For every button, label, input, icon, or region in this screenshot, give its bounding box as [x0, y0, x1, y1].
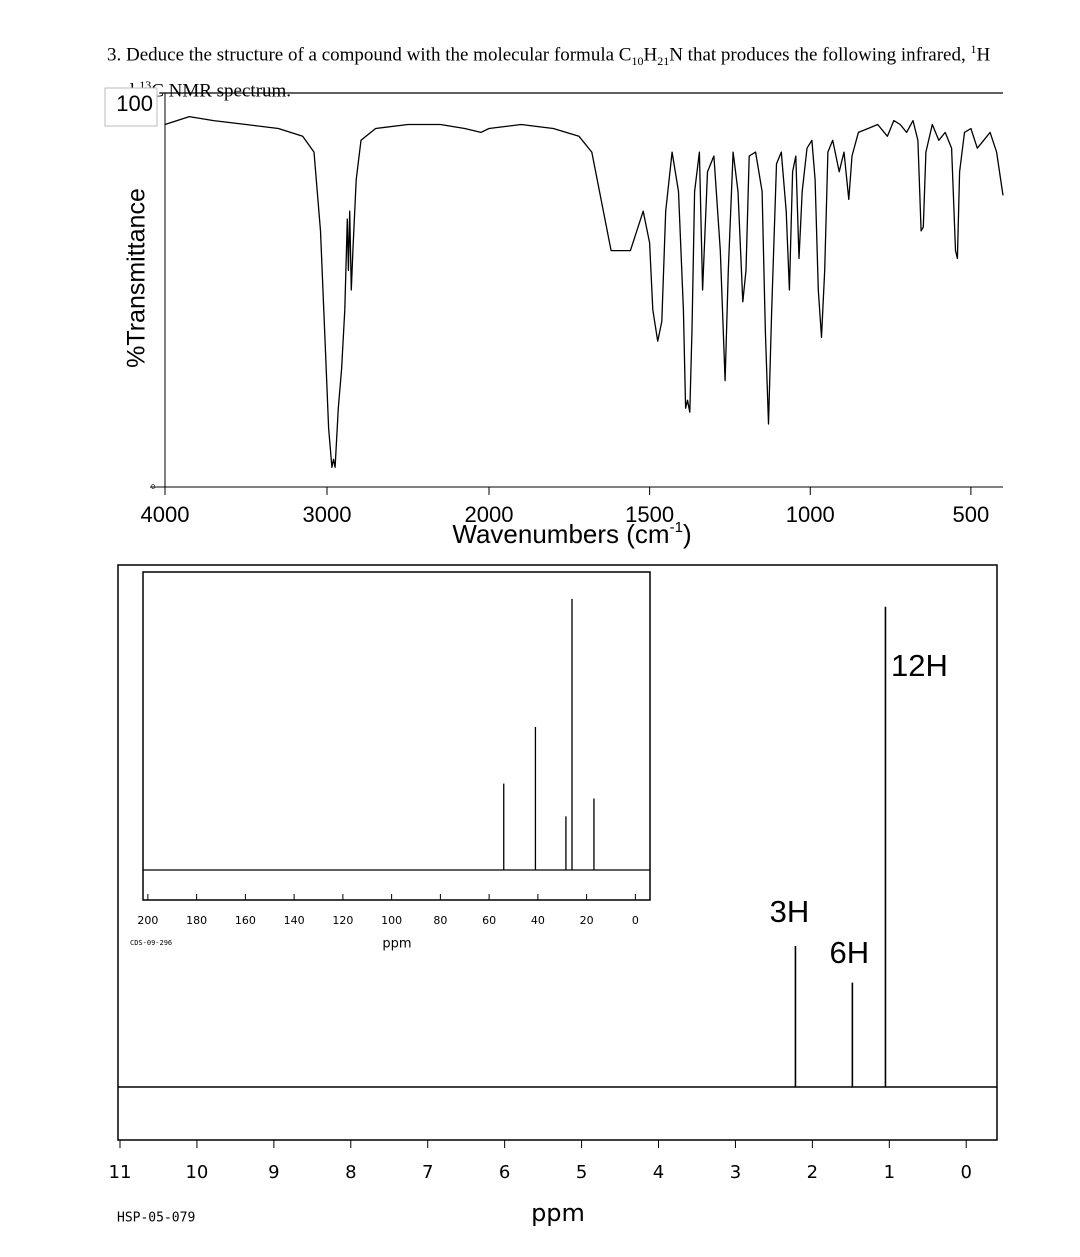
x-tick-label: 120 — [332, 914, 353, 927]
x-tick-label: 0 — [961, 1162, 972, 1183]
c-nmr-frame — [142, 571, 651, 901]
x-tick-label: 80 — [433, 914, 447, 927]
question-text: C NMR spectrum. — [151, 80, 292, 102]
ir-trace — [164, 115, 1004, 468]
h-nmr-frame — [117, 564, 998, 1141]
x-tick-label: 2 — [807, 1162, 818, 1183]
x-tick-label: 9 — [268, 1162, 279, 1183]
question: 3. Deduce the structure of a compound wi… — [107, 37, 1007, 103]
spectrum-code: HSP-05-079 — [117, 1211, 195, 1226]
y-axis-title: %Transmittance — [123, 188, 151, 368]
x-tick-label: 3000 — [303, 502, 352, 527]
x-tick-label: 3 — [730, 1162, 741, 1183]
x-tick-label: 1000 — [786, 502, 835, 527]
x-tick-label: 8 — [345, 1162, 356, 1183]
subscript: 10 — [631, 54, 644, 69]
x-tick-label: 40 — [531, 914, 545, 927]
x-axis-title: ppm — [382, 937, 411, 952]
x-tick-label: 0 — [632, 914, 639, 927]
question-text: H — [643, 44, 658, 66]
x-tick-label: 5 — [576, 1162, 587, 1183]
x-tick-label: 2000 — [465, 502, 514, 527]
y-tick-label: 0 — [151, 484, 155, 491]
x-tick-label: 500 — [953, 502, 990, 527]
superscript: 1 — [970, 42, 977, 56]
integration-label: 3H — [770, 894, 810, 929]
x-axis-title: ppm — [531, 1199, 585, 1227]
x-tick-label: 100 — [381, 914, 402, 927]
x-tick-label: 1 — [884, 1162, 895, 1183]
integration-label: 6H — [830, 935, 870, 970]
spectrum-code: CDS-09-296 — [130, 939, 172, 947]
x-tick-label: 180 — [186, 914, 207, 927]
question-text: 3. Deduce the structure of a compound wi… — [107, 44, 632, 66]
x-tick-label: 160 — [235, 914, 256, 927]
x-tick-label: 11 — [109, 1162, 132, 1183]
x-axis-title-text: Wavenumbers (cm — [452, 519, 669, 549]
x-tick-label: 200 — [137, 914, 158, 927]
x-tick-label: 140 — [284, 914, 305, 927]
x-tick-label: 6 — [499, 1162, 510, 1183]
y-tick-label: 100 — [116, 91, 153, 116]
x-tick-label: 4 — [653, 1162, 664, 1183]
label-box — [104, 87, 158, 127]
x-axis-title-text: ) — [683, 519, 692, 549]
x-tick-label: 4000 — [141, 502, 190, 527]
x-tick-label: 10 — [185, 1162, 208, 1183]
question-text: N that produces the following infrared, — [669, 44, 971, 66]
x-axis-title-superscript: -1 — [670, 519, 683, 536]
integration-label: 12H — [891, 648, 948, 683]
subscript: 21 — [657, 54, 670, 69]
x-axis-title: Wavenumbers (cm-1) — [452, 519, 691, 549]
x-tick-label: 1500 — [625, 502, 674, 527]
x-tick-label: 7 — [422, 1162, 433, 1183]
x-tick-label: 20 — [580, 914, 594, 927]
x-tick-label: 60 — [482, 914, 496, 927]
